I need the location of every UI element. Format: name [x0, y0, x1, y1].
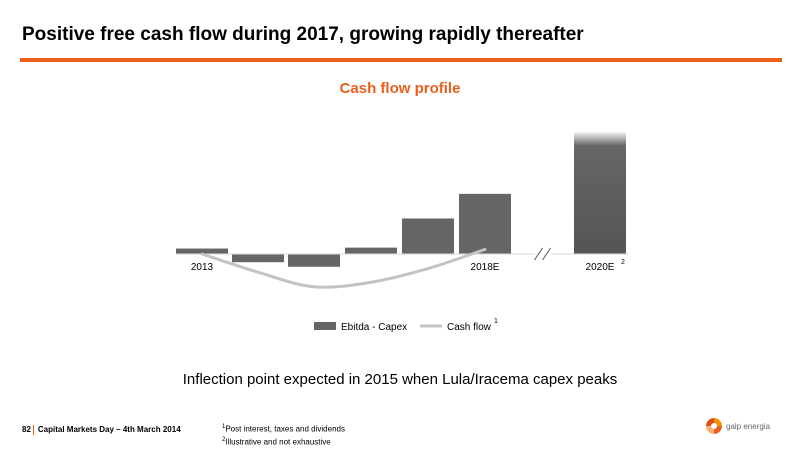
footnote-2-marker: 2 — [222, 436, 226, 443]
bar-2018e — [459, 193, 511, 254]
footnote-2: 2Illustrative and not exhaustive — [222, 435, 345, 448]
bar-2014 — [232, 254, 284, 263]
chart-title: Cash flow profile — [339, 80, 461, 97]
page-title: Positive free cash flow during 2017, gro… — [22, 24, 584, 45]
tick-label-2018e: 2018E — [471, 262, 500, 273]
chart-caption: Inflection point expected in 2015 when L… — [182, 371, 618, 388]
event-name: Capital Markets Day – 4th March 2014 — [37, 425, 181, 435]
galp-logo-icon — [706, 418, 722, 434]
company-logo: galp energia — [706, 418, 770, 434]
legend-swatch-ebitda-capex — [314, 322, 336, 330]
bar-2016 — [345, 247, 397, 254]
bar-2020e — [574, 131, 626, 254]
bar-2015 — [288, 254, 340, 267]
bar-2013 — [176, 248, 228, 254]
axis-break-mark-1 — [534, 247, 543, 261]
legend-label-cash-flow-note: 1 — [494, 318, 498, 325]
bar-2017 — [402, 218, 454, 254]
page-number: 82 — [22, 425, 31, 435]
footnote-1-text: Post interest, taxes and dividends — [225, 424, 345, 434]
footnote-2-text: Illustrative and not exhaustive — [225, 437, 331, 447]
cash-flow-line — [200, 247, 487, 289]
logo-text: galp energia — [726, 421, 771, 431]
tick-label-note-2020e: 2 — [621, 259, 625, 266]
title-underline — [20, 58, 782, 62]
footnotes: 1Post interest, taxes and dividends 2Ill… — [222, 422, 345, 447]
footer-event: 82 Capital Markets Day – 4th March 2014 — [22, 425, 181, 435]
legend-label-ebitda-capex: Ebitda - Capex — [341, 322, 407, 333]
tick-label-2013: 2013 — [191, 262, 214, 273]
footer-divider — [32, 425, 34, 435]
legend-label-cash-flow: Cash flow — [447, 322, 492, 333]
footnote-1-marker: 1 — [222, 424, 226, 430]
axis-break-mark-2 — [542, 247, 551, 261]
tick-label-2020e: 2020E — [586, 262, 615, 273]
footnote-1: 1Post interest, taxes and dividends — [222, 422, 345, 435]
